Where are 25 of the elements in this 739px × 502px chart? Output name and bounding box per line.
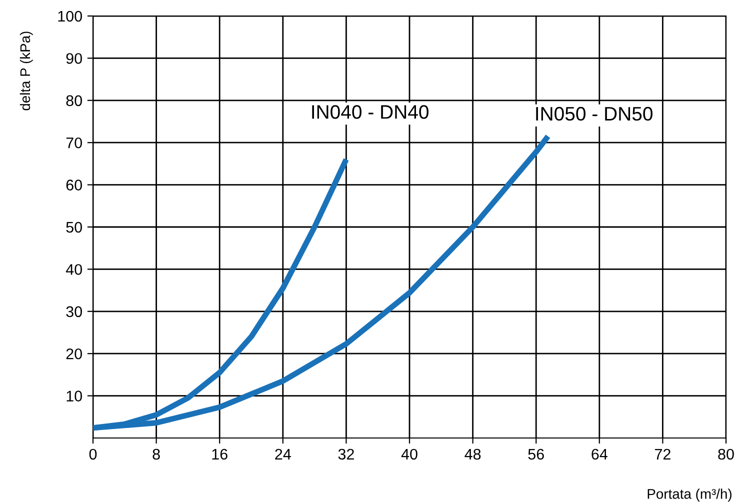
y-tick-label: 20 — [66, 348, 82, 360]
x-tick-label: 24 — [275, 448, 291, 460]
x-tick-label: 48 — [464, 448, 481, 460]
x-tick-label: 80 — [718, 448, 734, 460]
x-axis-title: Portata (m³/h) — [648, 488, 732, 502]
y-tick-label: 40 — [66, 264, 82, 275]
series-label: IN050 - DN50 — [536, 106, 652, 121]
x-tick-label: 40 — [401, 448, 418, 460]
x-tick-label: 72 — [654, 448, 670, 460]
y-tick-label: 50 — [66, 222, 82, 233]
y-tick-label: 60 — [66, 180, 82, 190]
x-tick-label: 32 — [338, 448, 354, 460]
x-tick-label: 64 — [592, 448, 608, 460]
text: IN040 - DN40 — [312, 105, 428, 119]
x-tick-label: 56 — [528, 448, 544, 460]
y-tick-label: 100 — [58, 10, 82, 22]
x-tick-label: 16 — [212, 448, 228, 460]
y-tick-label: 90 — [66, 53, 82, 64]
y-axis-title: delta P (kPa) — [20, 32, 33, 110]
x-tick-label: 0 — [89, 448, 97, 460]
y-tick-label: 10 — [66, 390, 82, 402]
x-tick-label: 8 — [152, 448, 160, 460]
y-tick-label: 80 — [66, 95, 82, 106]
y-tick-label: 70 — [66, 137, 82, 148]
y-tick-label: 30 — [66, 306, 82, 318]
